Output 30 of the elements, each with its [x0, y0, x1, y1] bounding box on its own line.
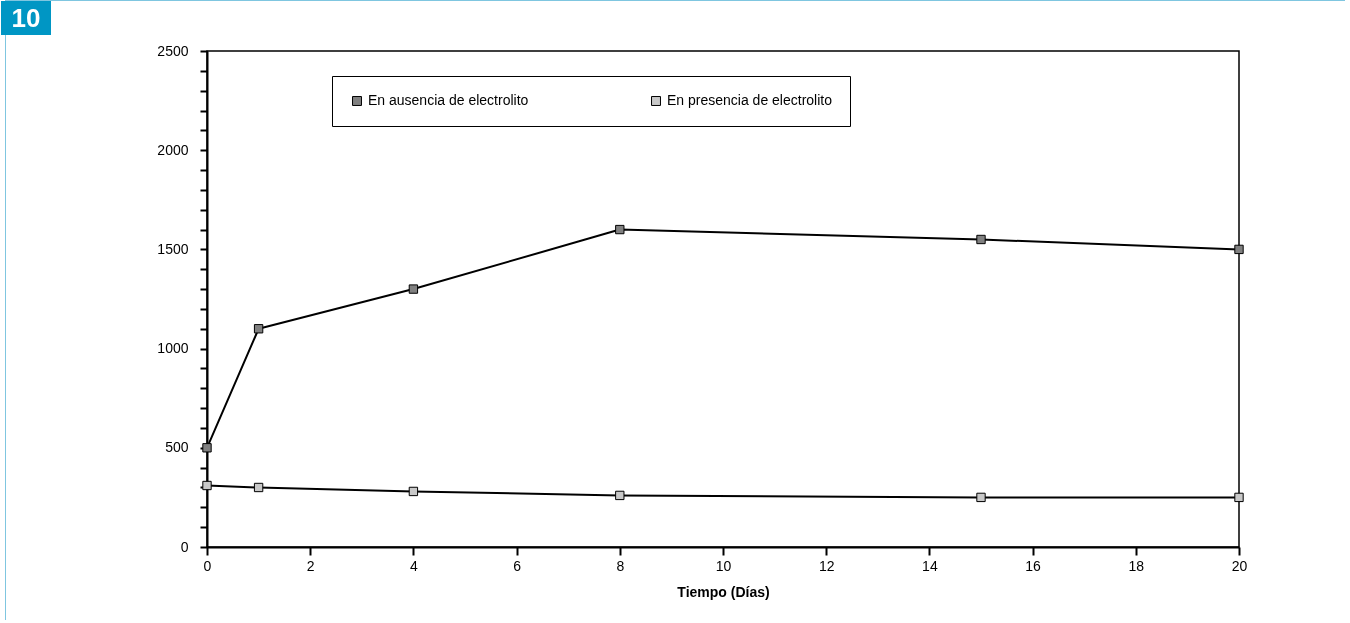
y-tick-label: 1000	[157, 340, 189, 357]
x-axis-title: Tiempo (Días)	[677, 583, 770, 600]
x-tick-label: 8	[616, 557, 625, 574]
point	[408, 284, 419, 294]
x-tick-label: 14	[922, 557, 938, 574]
x-tick-label: 2	[306, 557, 315, 574]
point	[615, 224, 625, 235]
point	[1234, 244, 1244, 255]
x-tick-label: 4	[410, 557, 418, 574]
y-tick-label: 2000	[157, 141, 189, 158]
x-tick-label: 16	[1025, 557, 1042, 574]
point	[976, 234, 986, 245]
x-tick-label: 10	[715, 557, 732, 574]
x-tick-label: 20	[1231, 557, 1248, 574]
point	[408, 486, 419, 497]
point	[1234, 492, 1244, 503]
point	[253, 324, 264, 334]
y-tick-label: 500	[165, 439, 189, 456]
point	[976, 492, 986, 503]
point	[253, 482, 264, 493]
x-tick-label: 6	[513, 557, 522, 574]
x-tick-label: 12	[818, 557, 835, 574]
y-tick-label: 2500	[157, 42, 189, 59]
y-tick-label: 0	[180, 538, 189, 555]
point	[615, 490, 625, 501]
legend-label: En presencia de electrolito	[667, 92, 833, 108]
legend-label: En ausencia de electrolito	[368, 92, 529, 108]
x-tick-label: 0	[203, 557, 212, 574]
y-tick-label: 1500	[157, 240, 189, 257]
x-tick-label: 18	[1128, 557, 1145, 574]
